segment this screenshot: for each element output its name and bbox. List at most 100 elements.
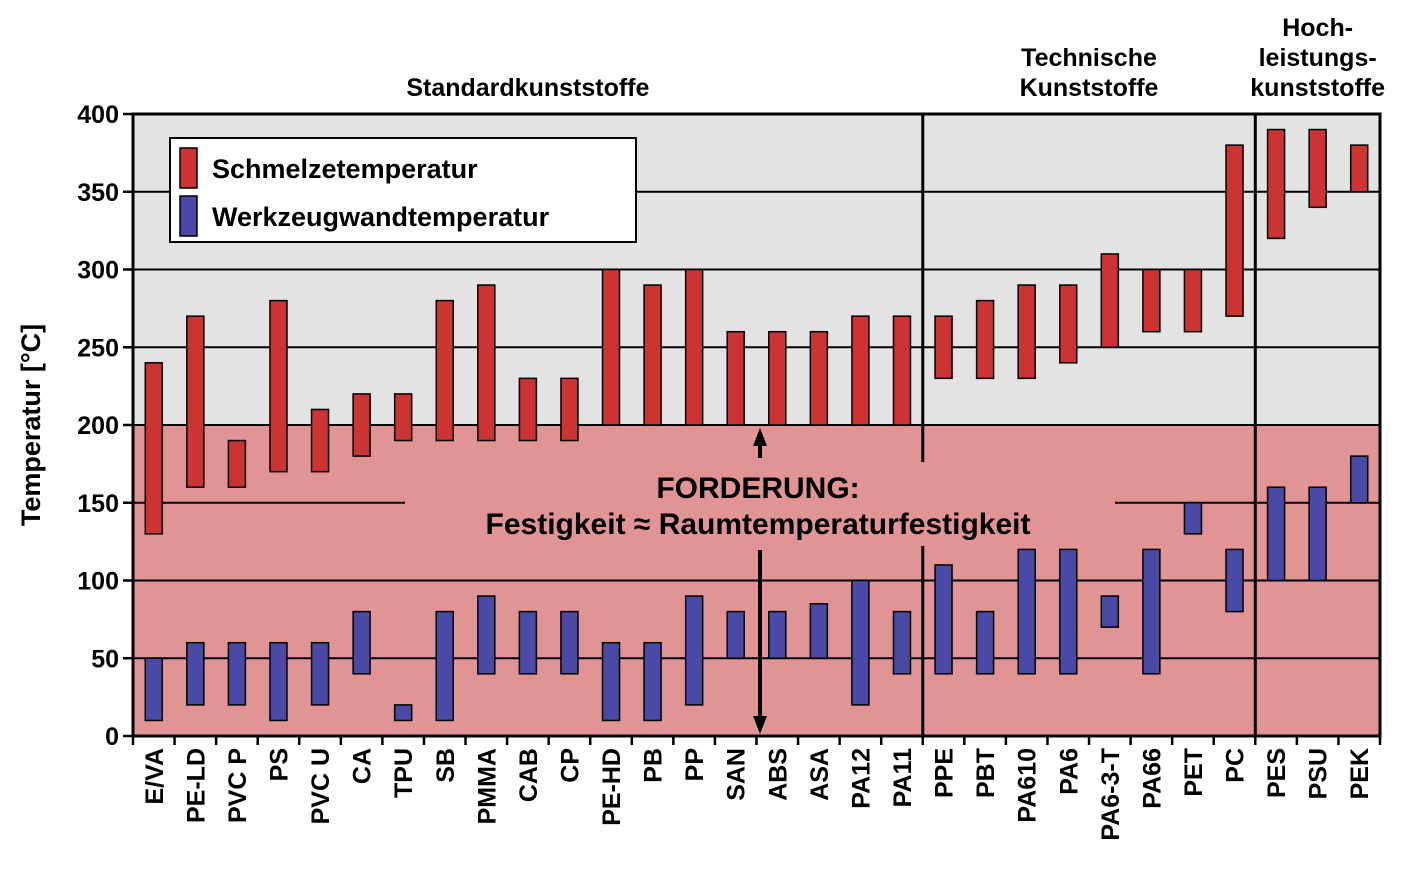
x-category-label: PA12 xyxy=(847,748,875,809)
group-label: Kunststoffe xyxy=(1020,74,1159,102)
x-category-label: PA610 xyxy=(1014,748,1042,823)
mold-bar xyxy=(393,704,413,722)
mold-bar xyxy=(809,603,829,660)
melt-bar xyxy=(1266,128,1286,240)
x-category-label: CAB xyxy=(515,748,543,802)
x-category-label: PVC U xyxy=(307,748,335,824)
x-category-label: PA11 xyxy=(889,748,917,807)
annotation-line2: Festigkeit ≈ Raumtemperaturfestigkeit xyxy=(486,508,1031,541)
melt-bar xyxy=(1059,284,1078,364)
y-tick-label: 300 xyxy=(77,257,119,285)
arrow-up-head xyxy=(753,428,767,446)
x-category-label: PA66 xyxy=(1138,748,1166,809)
mold-bar xyxy=(435,610,454,722)
mold-bar xyxy=(186,641,205,706)
melt-bar xyxy=(352,393,371,457)
melt-bar xyxy=(1183,268,1203,333)
arrow-down-head xyxy=(753,716,767,734)
mold-bar xyxy=(227,641,247,706)
melt-bar xyxy=(768,330,787,426)
x-category-label: PE-LD xyxy=(182,748,210,823)
mold-bar xyxy=(1100,595,1120,628)
legend-swatch xyxy=(179,147,198,189)
melt-bar xyxy=(892,315,912,426)
mold-bar xyxy=(684,595,704,706)
melt-bar xyxy=(477,284,496,442)
mold-bar xyxy=(1266,486,1286,582)
melt-bar xyxy=(934,315,953,380)
mold-bar xyxy=(560,610,579,675)
group-label: leistungs- xyxy=(1259,44,1377,72)
x-category-label: PBT xyxy=(972,748,1000,798)
melt-bar xyxy=(1017,284,1036,380)
x-category-label: ABS xyxy=(764,748,792,801)
mold-bar xyxy=(1183,502,1203,535)
mold-bar xyxy=(892,610,912,675)
x-category-label: PVC P xyxy=(224,748,252,823)
annotation-line1: FORDERUNG: xyxy=(656,472,859,505)
melt-bar xyxy=(269,299,288,473)
x-category-label: PA6-3-T xyxy=(1097,748,1125,841)
y-tick-label: 0 xyxy=(105,723,119,751)
x-category-label: PB xyxy=(640,748,668,783)
x-category-label: PES xyxy=(1263,748,1291,798)
y-tick-label: 200 xyxy=(77,412,119,440)
mold-bar xyxy=(477,595,496,675)
melt-bar xyxy=(975,299,995,380)
group-label: Hoch- xyxy=(1282,14,1353,42)
legend-label: Schmelzetemperatur xyxy=(212,154,478,184)
legend-swatch xyxy=(179,195,198,237)
mold-bar xyxy=(269,641,288,722)
mold-bar xyxy=(643,641,662,722)
y-axis-title: Temperatur [°C] xyxy=(16,324,46,526)
x-category-label: PSU xyxy=(1305,748,1333,799)
melt-bar xyxy=(1100,253,1120,348)
x-category-label: PC xyxy=(1222,748,1250,783)
x-category-label: PS xyxy=(265,748,293,781)
melt-bar xyxy=(1225,144,1244,317)
y-tick-label: 100 xyxy=(77,568,119,596)
x-category-label: SAN xyxy=(723,748,751,801)
x-category-label: PP xyxy=(681,748,709,781)
melt-bar xyxy=(643,284,662,426)
x-category-label: SB xyxy=(432,748,460,783)
x-category-label: PA6 xyxy=(1055,748,1083,795)
mold-bar xyxy=(1142,548,1161,675)
x-category-label: PPE xyxy=(931,748,959,798)
x-category-label: PEK xyxy=(1346,748,1374,799)
melt-bar xyxy=(310,408,330,473)
legend-label: Werkzeugwandtemperatur xyxy=(212,202,550,232)
melt-bar xyxy=(726,330,745,426)
melt-bar xyxy=(435,299,454,442)
y-tick-label: 350 xyxy=(77,179,119,207)
legend-box xyxy=(169,137,637,243)
group-label: Standardkunststoffe xyxy=(406,74,649,102)
mold-bar xyxy=(768,610,787,659)
melt-bar xyxy=(186,315,205,488)
mold-bar xyxy=(144,657,164,722)
x-category-label: PE-HD xyxy=(598,748,626,826)
group-label: Technische xyxy=(1021,44,1157,72)
mold-bar xyxy=(934,564,953,675)
mold-bar xyxy=(1349,455,1369,504)
mold-bar xyxy=(1059,548,1078,675)
y-tick-label: 50 xyxy=(91,645,119,673)
x-category-label: PET xyxy=(1180,748,1208,797)
group-label: kunststoffe xyxy=(1250,74,1385,102)
x-category-label: E/VA xyxy=(141,748,169,805)
x-category-label: CA xyxy=(349,748,377,784)
melt-bar xyxy=(1349,144,1369,193)
melt-bar xyxy=(144,362,164,535)
x-category-label: CP xyxy=(556,748,584,783)
mold-bar xyxy=(726,610,745,659)
melt-bar xyxy=(1308,128,1327,209)
mold-bar xyxy=(1225,548,1244,613)
y-tick-label: 400 xyxy=(77,101,119,129)
melt-bar xyxy=(601,268,621,426)
mold-bar xyxy=(1308,486,1327,582)
mold-bar xyxy=(601,641,621,722)
melt-bar xyxy=(1142,268,1161,333)
x-category-label: TPU xyxy=(390,748,418,798)
